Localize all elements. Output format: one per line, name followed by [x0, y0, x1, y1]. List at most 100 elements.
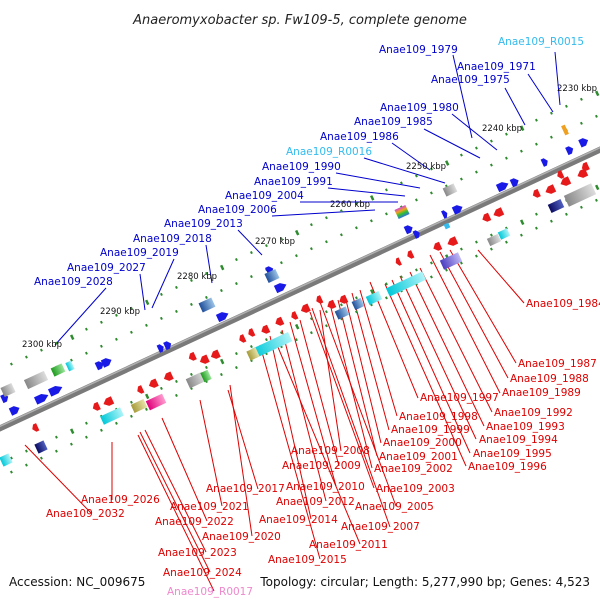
tick-mark: [295, 254, 298, 258]
leader-line: [527, 73, 554, 113]
tick-mark: [219, 372, 223, 377]
domain-box: [442, 183, 458, 197]
tick-mark: [115, 337, 118, 341]
forward-gene-arrow: [0, 394, 9, 404]
tick-mark: [100, 344, 103, 348]
tick-mark: [490, 233, 493, 237]
gene-label: Anae109_2027: [67, 262, 146, 274]
tick-mark: [370, 219, 373, 223]
leader-line: [327, 187, 406, 197]
domain-box: [198, 297, 216, 313]
scale-label: 2280 kbp: [177, 272, 217, 282]
leader-line: [429, 254, 501, 394]
gene-label: Anae109_2014: [259, 514, 338, 526]
tick-mark: [520, 233, 523, 237]
forward-gene-arrow: [47, 385, 63, 397]
leader-line: [229, 384, 253, 537]
tick-mark: [129, 414, 133, 418]
gene-label: Anae109_1998: [399, 411, 478, 423]
leader-line: [337, 299, 378, 457]
scale-ticks: [9, 90, 600, 474]
forward-gene-arrow: [273, 283, 287, 294]
tick-mark: [159, 386, 163, 390]
tick-mark: [190, 278, 193, 283]
tick-mark: [25, 449, 28, 453]
leader-line: [452, 54, 473, 139]
tick-mark: [204, 365, 208, 370]
tick-mark: [400, 275, 403, 279]
gene-label: Anae109_2019: [100, 247, 179, 259]
tick-mark: [325, 310, 328, 314]
tick-mark: [595, 184, 600, 191]
domain-box: [145, 393, 167, 411]
tick-mark: [475, 170, 478, 174]
tick-mark: [460, 247, 463, 251]
reverse-gene-arrow: [239, 334, 247, 343]
tick-mark: [369, 195, 375, 201]
tick-mark: [280, 331, 283, 335]
tick-mark: [400, 181, 403, 185]
domain-box: [246, 347, 260, 361]
label-leader-lines: [24, 51, 561, 592]
tick-mark: [505, 156, 508, 160]
tick-mark: [310, 247, 313, 251]
forward-gene-arrow: [100, 358, 112, 368]
leader-line: [269, 335, 312, 520]
forward-gene-arrow: [578, 138, 589, 148]
domain-box: [34, 440, 48, 454]
tick-mark: [445, 160, 450, 166]
tick-mark: [205, 295, 208, 300]
leader-line: [139, 273, 146, 311]
scale-label: 2230 kbp: [557, 84, 597, 94]
tick-mark: [310, 317, 313, 321]
tick-mark: [295, 229, 300, 236]
domain-box: [50, 363, 66, 377]
tick-mark: [85, 351, 88, 355]
tick-mark: [415, 174, 418, 178]
leader-line: [359, 289, 398, 417]
leader-line: [451, 113, 498, 151]
tick-mark: [475, 240, 478, 244]
tick-mark: [190, 372, 193, 377]
tick-mark: [325, 216, 328, 220]
forward-gene-arrow: [94, 361, 104, 371]
tick-mark: [249, 275, 253, 279]
tick-mark: [430, 167, 433, 171]
gene-label: Anae109_1979: [379, 44, 458, 56]
gene-label: Anae109_2013: [164, 218, 243, 230]
leader-line: [369, 281, 419, 399]
reverse-gene-arrow: [248, 328, 256, 337]
gene-label: Anae109_1992: [494, 407, 573, 419]
domain-box: [439, 252, 463, 270]
gene-label: Anae109_1997: [420, 392, 499, 404]
leader-line: [363, 157, 446, 184]
tick-mark: [340, 303, 343, 307]
gene-label: Anae109_2006: [198, 204, 277, 216]
reverse-gene-arrow: [210, 349, 221, 359]
forward-gene-arrow: [495, 182, 509, 193]
tick-mark: [70, 428, 75, 435]
tick-mark: [174, 379, 178, 383]
tick-mark: [145, 299, 150, 306]
tick-mark: [220, 264, 225, 271]
tick-mark: [505, 132, 508, 136]
gene-label: Anae109_1986: [320, 131, 399, 143]
domain-box: [385, 271, 427, 297]
gene-label: Anae109_2015: [268, 554, 347, 566]
gene-label: Anae109_2011: [309, 539, 388, 551]
scale-label: 2240 kbp: [482, 124, 522, 134]
reverse-gene-arrow: [261, 324, 271, 334]
gene-label: Anae109_2008: [291, 445, 370, 457]
domain-box: [264, 268, 280, 284]
reverse-gene-arrow: [291, 311, 299, 320]
tick-mark: [520, 149, 523, 153]
leader-line: [281, 329, 327, 502]
gene-label: Anae109_2020: [202, 531, 281, 543]
tick-mark: [85, 327, 88, 331]
gene-label: Anae109_R0016: [286, 146, 372, 158]
reverse-gene-arrow: [316, 295, 324, 304]
domain-box: [351, 297, 365, 311]
leader-line: [351, 292, 390, 431]
tick-mark: [370, 289, 375, 295]
leader-line: [24, 444, 92, 514]
